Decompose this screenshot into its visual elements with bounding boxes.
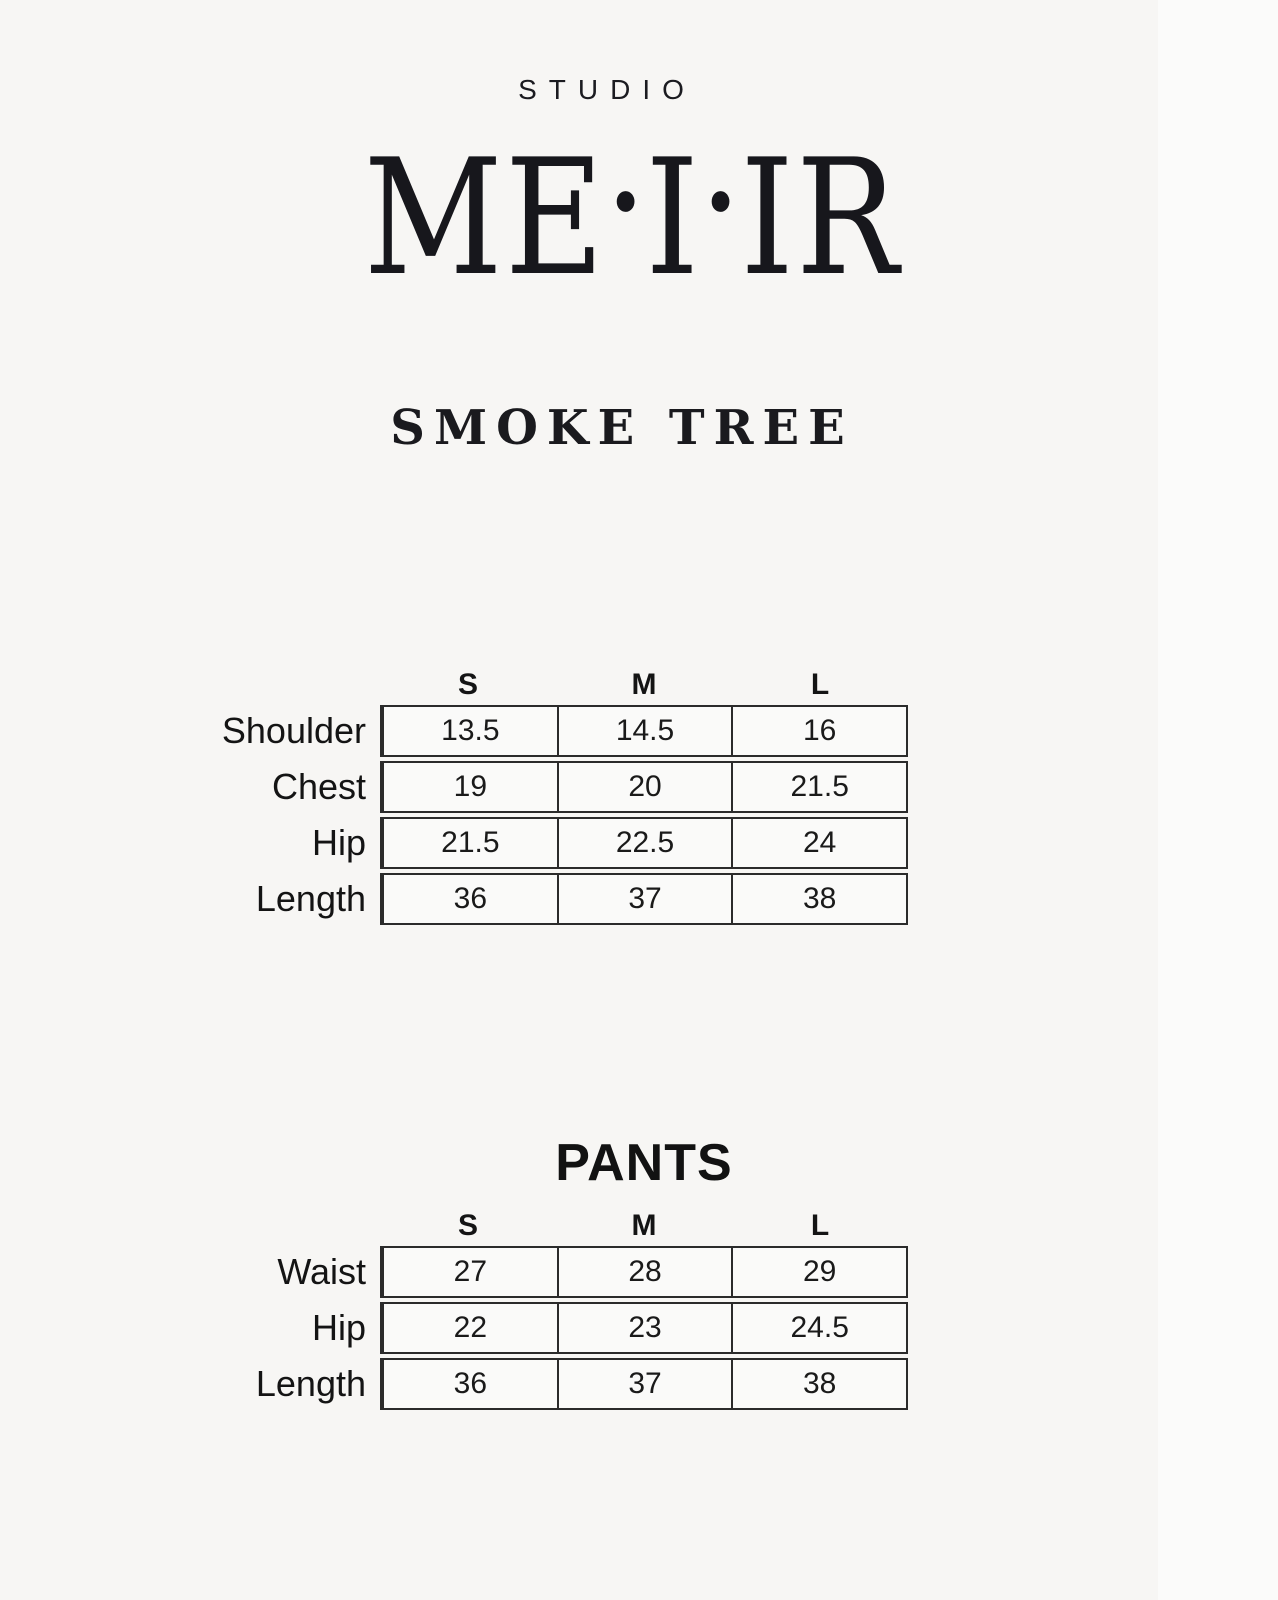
- size-value-cell: 37: [556, 875, 732, 923]
- size-value-cell: 13.5: [382, 707, 557, 755]
- size-value-cell: 36: [382, 875, 557, 923]
- size-value-cell: 27: [382, 1248, 557, 1296]
- pants-title: PANTS: [555, 1134, 733, 1192]
- top-size-table: Shoulder 13.5 14.5 16 Chest 19 20 21.5 H…: [222, 705, 908, 925]
- table-row-waist: Waist 27 28 29: [277, 1246, 908, 1298]
- wordmark-letter: I: [645, 124, 702, 311]
- size-header-s: S: [457, 1209, 478, 1242]
- row-label: Waist: [277, 1251, 366, 1292]
- size-value-cell: 37: [556, 1360, 732, 1408]
- row-label: Hip: [311, 822, 366, 863]
- product-title: SMOKE TREE: [390, 400, 854, 456]
- row-label: Chest: [271, 766, 366, 807]
- table-row-shoulder: Shoulder 13.5 14.5 16: [222, 705, 908, 757]
- top-table-size-headers: S M L: [380, 668, 908, 702]
- size-value-cell: 21.5: [382, 819, 557, 867]
- size-value-cell: 29: [731, 1248, 906, 1296]
- size-header-l: L: [810, 668, 830, 701]
- row-label: Shoulder: [221, 710, 366, 751]
- table-row-chest: Chest 19 20 21.5: [272, 761, 908, 813]
- size-value-cell: 19: [382, 763, 557, 811]
- size-value-cell: 28: [556, 1248, 732, 1296]
- wordmark-letter: M: [363, 124, 505, 311]
- wordmark-letter: R: [796, 124, 901, 311]
- size-value-cell: 24.5: [731, 1304, 906, 1352]
- table-row-length: Length 36 37 38: [256, 873, 908, 925]
- size-value-cell: 22.5: [556, 819, 732, 867]
- pants-size-table: Waist 27 28 29 Hip 22 23 24.5 Length 36 …: [256, 1246, 908, 1410]
- size-header-m: M: [631, 668, 657, 701]
- size-value-cell: 22: [382, 1304, 557, 1352]
- brand-wordmark: ME·I·IR: [89, 122, 1175, 298]
- pants-table-size-headers: S M L: [380, 1209, 908, 1243]
- size-value-cell: 14.5: [556, 707, 732, 755]
- wordmark-letter: E: [504, 124, 607, 311]
- size-value-cell: 16: [731, 707, 906, 755]
- table-row-length: Length 36 37 38: [256, 1358, 908, 1410]
- size-header-m: M: [631, 1209, 657, 1242]
- size-value-cell: 38: [731, 875, 906, 923]
- size-value-cell: 23: [556, 1304, 732, 1352]
- size-value-cell: 38: [731, 1360, 906, 1408]
- size-header-l: L: [810, 1209, 830, 1242]
- table-row-hip: Hip 22 23 24.5: [312, 1302, 908, 1354]
- wordmark-dot-icon: ·: [699, 108, 743, 295]
- size-header-s: S: [457, 668, 478, 701]
- size-value-cell: 24: [731, 819, 906, 867]
- table-row-hip: Hip 21.5 22.5 24: [312, 817, 908, 869]
- brand-studio-text: STUDIO: [518, 74, 696, 105]
- size-value-cell: 20: [556, 763, 732, 811]
- row-label: Length: [255, 878, 366, 919]
- wordmark-dot-icon: ·: [604, 108, 648, 295]
- row-label: Hip: [311, 1307, 366, 1348]
- size-value-cell: 36: [382, 1360, 557, 1408]
- wordmark-letter: I: [740, 124, 797, 311]
- row-label: Length: [255, 1363, 366, 1404]
- size-value-cell: 21.5: [731, 763, 906, 811]
